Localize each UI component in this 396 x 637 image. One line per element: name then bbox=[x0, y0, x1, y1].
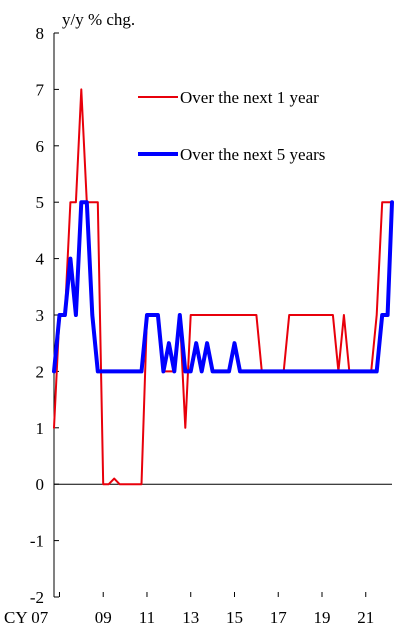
legend: Over the next 1 year Over the next 5 year… bbox=[138, 88, 325, 164]
plot-lines bbox=[52, 88, 394, 486]
x-tick-label: 13 bbox=[182, 608, 199, 627]
x-tick-label: 21 bbox=[357, 608, 374, 627]
x-tick-label: 11 bbox=[139, 608, 155, 627]
legend-label-1: Over the next 1 year bbox=[180, 88, 319, 107]
x-tick-label: 15 bbox=[226, 608, 243, 627]
y-tick-label: 5 bbox=[36, 193, 45, 212]
x-tick-label: 09 bbox=[95, 608, 112, 627]
legend-label-2: Over the next 5 years bbox=[180, 145, 325, 164]
axes: -2 -1 0 1 2 3 4 5 6 7 8 CY 07 09 11 13 15 17 19 21 bbox=[4, 24, 392, 627]
y-tick-label: 0 bbox=[36, 475, 45, 494]
y-tick-label: 4 bbox=[36, 250, 45, 269]
y-tick-label: -2 bbox=[30, 588, 44, 607]
y-tick-label: 8 bbox=[36, 24, 45, 43]
x-tick-label: CY 07 bbox=[4, 608, 49, 627]
x-tick-label: 17 bbox=[270, 608, 288, 627]
x-tick-label: 19 bbox=[313, 608, 330, 627]
y-tick-label: -1 bbox=[30, 532, 44, 551]
y-tick-label: 7 bbox=[36, 80, 45, 99]
y-tick-label: 3 bbox=[36, 306, 45, 325]
series-line-2 bbox=[52, 200, 394, 374]
y-axis-unit-label: y/y % chg. bbox=[62, 10, 135, 29]
series-line-1 bbox=[53, 88, 393, 486]
y-tick-label: 6 bbox=[36, 137, 45, 156]
y-tick-label: 1 bbox=[36, 419, 45, 438]
y-tick-label: 2 bbox=[36, 362, 45, 381]
